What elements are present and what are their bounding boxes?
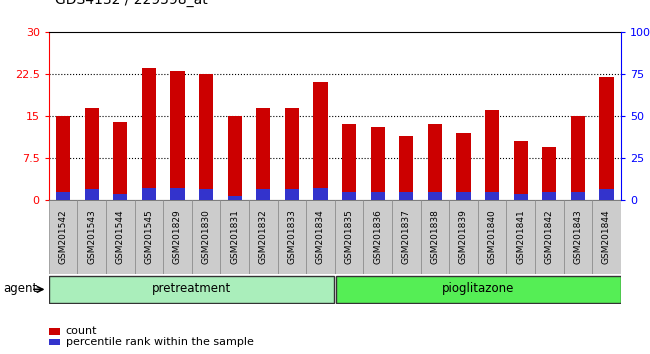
Bar [399,192,413,200]
Bar [285,189,299,200]
Bar [399,136,413,200]
Bar [342,192,356,200]
Bar [514,194,528,200]
Bar [170,71,185,200]
Bar [113,194,127,200]
Text: GSM201836: GSM201836 [373,209,382,264]
Text: GSM201843: GSM201843 [573,209,582,264]
Text: count: count [66,326,97,336]
Bar [163,200,192,274]
Bar [428,192,442,200]
Bar [542,192,556,200]
Bar [506,200,535,274]
Bar [49,200,77,274]
Bar [336,276,621,303]
Bar [77,200,106,274]
Text: GSM201840: GSM201840 [488,209,497,264]
Text: GSM201831: GSM201831 [230,209,239,264]
Text: GSM201829: GSM201829 [173,209,182,264]
Bar [485,192,499,200]
Bar [478,200,506,274]
Bar [571,116,585,200]
Text: percentile rank within the sample: percentile rank within the sample [66,337,254,347]
Bar [449,200,478,274]
Text: GSM201543: GSM201543 [87,209,96,264]
Bar [199,74,213,200]
Bar [313,188,328,200]
Text: GSM201545: GSM201545 [144,209,153,264]
Bar [199,189,213,200]
Text: pioglitazone: pioglitazone [441,282,514,295]
Bar [84,108,99,200]
Bar [142,188,156,200]
Bar [592,200,621,274]
Text: GSM201837: GSM201837 [402,209,411,264]
Bar [56,116,70,200]
Bar [220,200,249,274]
Text: GSM201830: GSM201830 [202,209,211,264]
Bar [306,200,335,274]
Bar [564,200,592,274]
Bar [256,108,270,200]
Text: GSM201842: GSM201842 [545,209,554,264]
Bar [227,116,242,200]
Bar [542,147,556,200]
Bar [142,68,156,200]
Bar [456,192,471,200]
Text: agent: agent [3,282,38,295]
Bar [370,192,385,200]
Bar [227,195,242,200]
Text: GSM201844: GSM201844 [602,209,611,264]
Bar [363,200,392,274]
Bar [421,200,449,274]
Bar [514,141,528,200]
Bar [370,127,385,200]
Bar [535,200,564,274]
Bar [249,200,278,274]
Bar [456,133,471,200]
Text: GSM201832: GSM201832 [259,209,268,264]
Bar [113,121,127,200]
Bar [106,200,135,274]
Bar [285,108,299,200]
Bar [599,77,614,200]
Bar [342,124,356,200]
Bar [335,200,363,274]
Bar [192,200,220,274]
Text: GSM201834: GSM201834 [316,209,325,264]
Bar [313,82,328,200]
Text: GSM201544: GSM201544 [116,209,125,264]
Text: GSM201542: GSM201542 [58,209,68,264]
Bar [392,200,421,274]
Bar [170,188,185,200]
Text: GSM201841: GSM201841 [516,209,525,264]
Bar [56,192,70,200]
Bar [599,189,614,200]
Text: GDS4132 / 229598_at: GDS4132 / 229598_at [55,0,208,7]
Bar [49,276,333,303]
Bar [84,189,99,200]
Bar [135,200,163,274]
Text: GSM201835: GSM201835 [344,209,354,264]
Text: GSM201833: GSM201833 [287,209,296,264]
Text: pretreatment: pretreatment [152,282,231,295]
Text: GSM201838: GSM201838 [430,209,439,264]
Bar [278,200,306,274]
Bar [428,124,442,200]
Text: GSM201839: GSM201839 [459,209,468,264]
Bar [485,110,499,200]
Bar [256,189,270,200]
Bar [571,192,585,200]
